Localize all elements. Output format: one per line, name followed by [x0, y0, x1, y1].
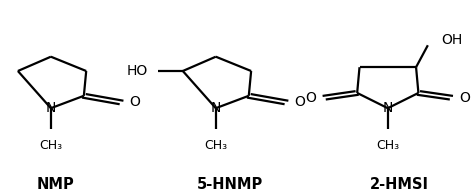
- Text: O: O: [306, 91, 317, 105]
- Text: O: O: [459, 91, 470, 105]
- Text: 2-HMSI: 2-HMSI: [370, 177, 429, 192]
- Text: N: N: [210, 101, 221, 115]
- Text: O: O: [294, 96, 305, 109]
- Text: OH: OH: [441, 33, 462, 47]
- Text: N: N: [383, 101, 393, 115]
- Text: CH₃: CH₃: [39, 139, 63, 152]
- Text: NMP: NMP: [36, 177, 74, 192]
- Text: CH₃: CH₃: [204, 139, 228, 152]
- Text: 5-HNMP: 5-HNMP: [197, 177, 263, 192]
- Text: O: O: [129, 96, 140, 109]
- Text: CH₃: CH₃: [376, 139, 400, 152]
- Text: HO: HO: [126, 64, 147, 78]
- Text: N: N: [46, 101, 56, 115]
